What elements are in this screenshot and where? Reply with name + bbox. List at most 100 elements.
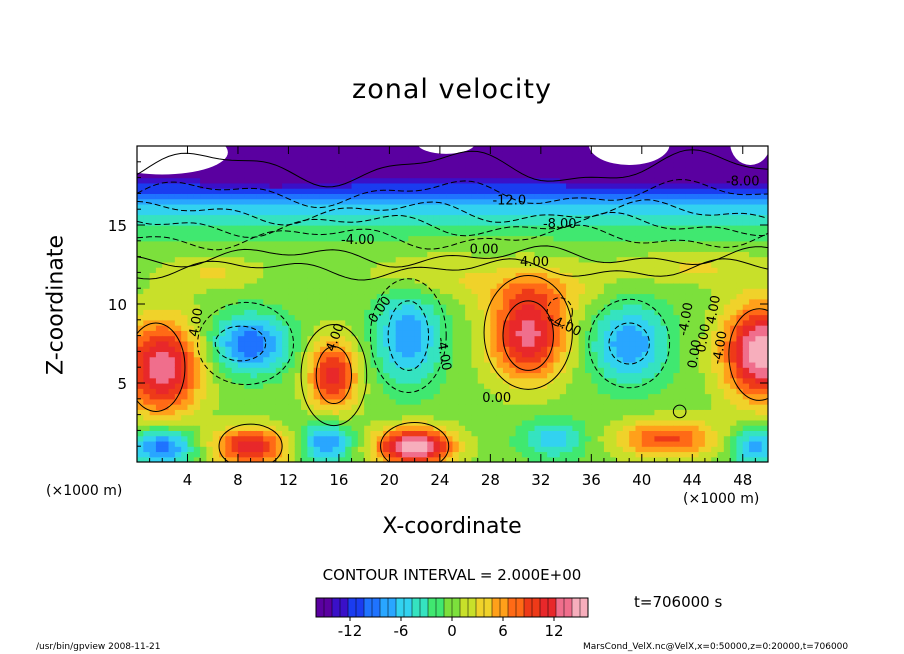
field-cell (282, 414, 290, 421)
field-cell (301, 435, 308, 442)
field-cell (143, 230, 151, 237)
field-cell (540, 435, 548, 442)
field-cell (149, 240, 157, 247)
field-cell (641, 267, 649, 273)
field-cell (585, 419, 592, 426)
field-cell (294, 335, 302, 342)
field-cell (345, 230, 353, 237)
field-cell (420, 388, 428, 395)
field-cell (540, 388, 548, 395)
field-cell (439, 377, 447, 384)
field-cell (181, 388, 189, 395)
field-cell (181, 225, 189, 231)
field-cell (629, 419, 637, 426)
field-cell (174, 372, 182, 379)
field-cell (465, 425, 473, 431)
field-cell (200, 388, 208, 395)
field-cell (137, 398, 144, 405)
field-cell (250, 251, 258, 258)
field-cell (654, 456, 662, 462)
field-cell (364, 309, 372, 316)
field-cell (206, 198, 214, 205)
field-cell (591, 456, 599, 462)
field-cell (389, 293, 397, 300)
field-cell (244, 319, 252, 326)
field-cell (237, 398, 245, 405)
field-cell (345, 351, 353, 358)
field-cell (200, 372, 208, 379)
field-cell (357, 214, 365, 221)
field-cell (439, 230, 447, 237)
field-cell (471, 219, 479, 226)
field-cell (559, 298, 567, 305)
field-cell (458, 356, 466, 363)
field-cell (635, 367, 643, 374)
field-cell (591, 235, 599, 242)
field-cell (275, 293, 283, 300)
field-cell (294, 161, 302, 168)
field-cell (408, 330, 416, 337)
field-cell (364, 246, 372, 252)
field-cell (641, 409, 649, 416)
field-cell (597, 367, 605, 374)
field-cell (370, 172, 378, 179)
field-cell (547, 446, 555, 453)
field-cell (155, 456, 163, 462)
field-cell (572, 319, 580, 326)
field-cell (370, 404, 378, 410)
field-cell (496, 172, 504, 179)
field-cell (332, 383, 340, 389)
field-cell (256, 377, 264, 384)
field-cell (137, 367, 144, 374)
field-cell (351, 151, 359, 158)
field-cell (622, 298, 630, 305)
field-cell (433, 440, 441, 447)
field-cell (351, 282, 359, 289)
field-cell (452, 251, 460, 258)
field-cell (610, 251, 618, 258)
field-cell (155, 409, 163, 416)
field-cell (515, 193, 523, 200)
field-cell (610, 256, 618, 263)
field-cell (496, 367, 504, 374)
field-cell (200, 288, 208, 295)
field-cell (307, 256, 315, 263)
field-cell (452, 409, 460, 416)
field-cell (162, 172, 170, 179)
field-cell (433, 335, 441, 342)
field-cell (301, 146, 308, 152)
field-cell (193, 456, 201, 462)
field-cell (294, 325, 302, 331)
field-cell (237, 256, 245, 263)
field-cell (313, 435, 321, 442)
field-cell (275, 161, 283, 168)
field-cell (446, 304, 454, 310)
field-cell (244, 214, 252, 221)
field-cell (452, 388, 460, 395)
field-cell (193, 367, 201, 374)
field-cell (168, 240, 176, 247)
field-cell (263, 367, 271, 374)
field-cell (162, 388, 170, 395)
field-cell (591, 293, 599, 300)
field-cell (301, 335, 308, 342)
field-cell (332, 314, 340, 321)
field-cell (433, 398, 441, 405)
field-cell (200, 246, 208, 252)
field-cell (534, 377, 542, 384)
field-cell (326, 277, 334, 284)
field-cell (313, 214, 321, 221)
field-cell (288, 377, 296, 384)
field-cell (458, 177, 466, 184)
field-cell (174, 282, 182, 289)
field-cell (528, 456, 536, 462)
field-cell (578, 419, 586, 426)
field-cell (395, 435, 403, 442)
field-cell (206, 209, 214, 216)
field-cell (553, 277, 561, 284)
field-cell (629, 209, 637, 216)
field-cell (559, 230, 567, 237)
field-cell (162, 451, 170, 458)
field-cell (383, 361, 390, 368)
field-cell (313, 277, 321, 284)
